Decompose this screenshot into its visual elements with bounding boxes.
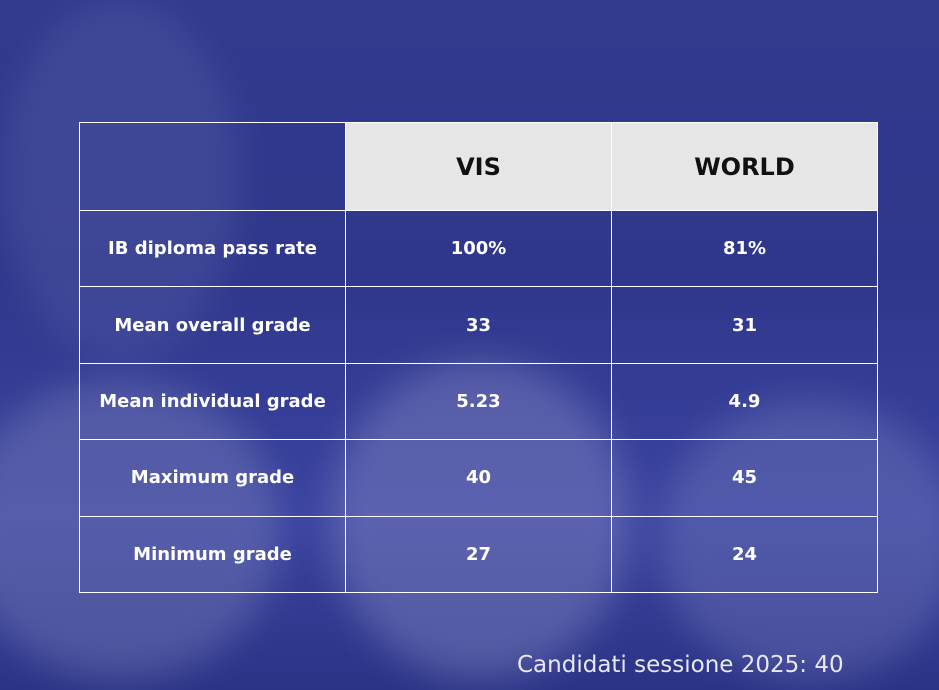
table-cell: 45 <box>611 439 878 517</box>
table-cell: 5.23 <box>345 362 612 441</box>
corner-cell <box>79 122 346 211</box>
table-cell: 81% <box>611 210 878 288</box>
table-cell: 40 <box>345 439 612 517</box>
table-cell: 24 <box>611 515 878 593</box>
table-cell: 31 <box>611 286 878 364</box>
table-cell: 27 <box>345 515 612 593</box>
background-shape <box>330 360 630 680</box>
column-header: VIS <box>345 122 612 211</box>
row-label: IB diploma pass rate <box>79 210 346 288</box>
row-label: Minimum grade <box>79 515 346 593</box>
background-shape <box>0 380 280 680</box>
background-shape <box>660 400 939 680</box>
column-header: WORLD <box>611 122 878 211</box>
table-cell: 100% <box>345 210 612 288</box>
footer-text: Candidati sessione 2025: 40 <box>517 652 844 678</box>
table-cell: 33 <box>345 286 612 364</box>
table-cell: 4.9 <box>611 362 878 441</box>
row-label: Mean overall grade <box>79 286 346 364</box>
results-table: VIS WORLD IB diploma pass rate 100% 81% Mean … <box>79 122 878 593</box>
row-label: Maximum grade <box>79 439 346 517</box>
background-shape <box>0 0 240 360</box>
row-label: Mean individual grade <box>79 362 346 441</box>
